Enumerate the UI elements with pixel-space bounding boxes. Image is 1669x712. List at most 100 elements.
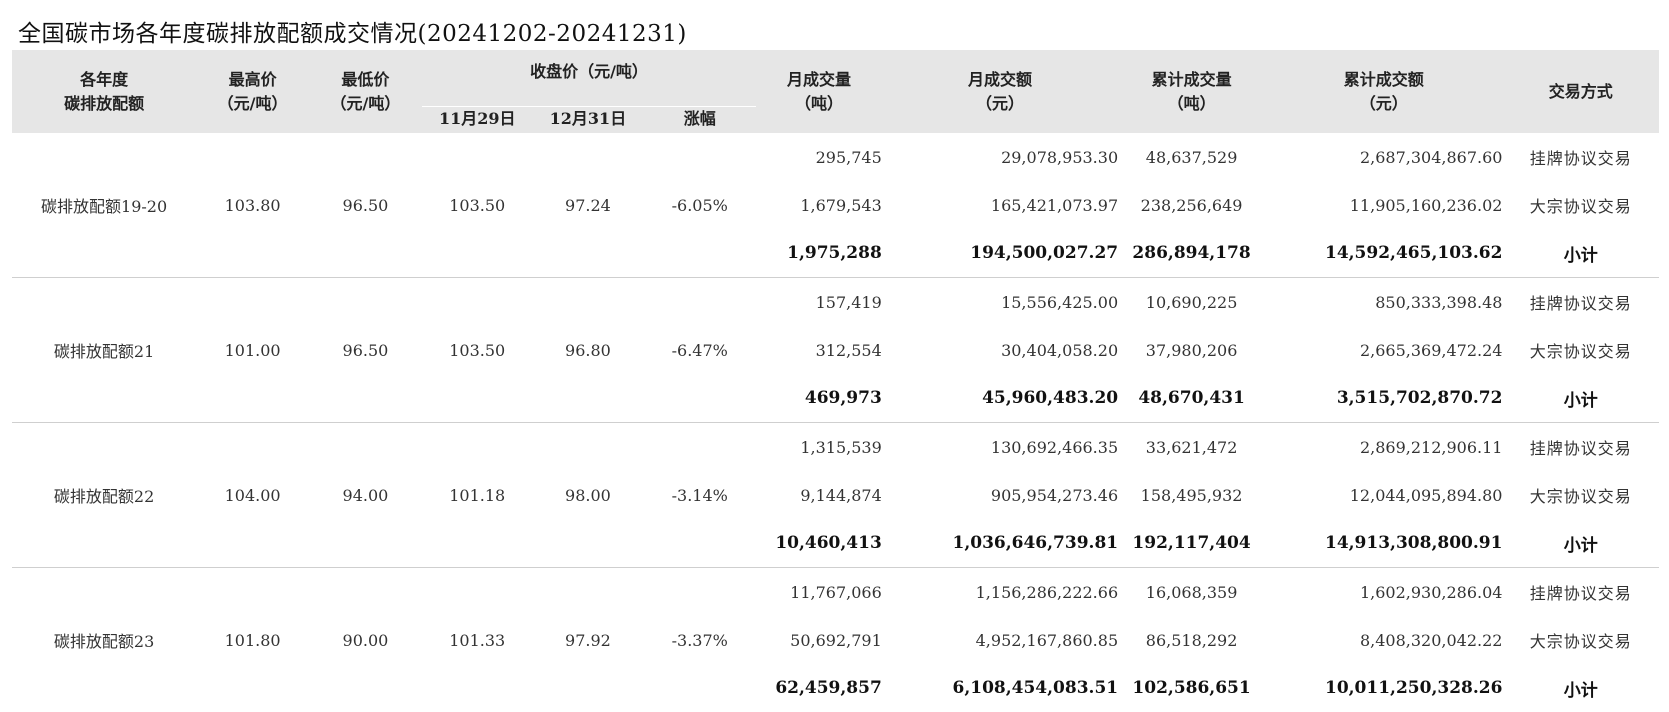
header-trading-method: 交易方式 (1502, 50, 1659, 133)
cumulative-volume: 102,586,651 (1118, 664, 1265, 712)
trading-method: 挂牌协议交易 (1502, 278, 1659, 327)
trading-method: 小计 (1502, 374, 1659, 423)
monthly-amount: 1,036,646,739.81 (882, 519, 1118, 568)
low-price: 90.00 (309, 568, 422, 712)
cumulative-volume: 37,980,206 (1118, 326, 1265, 374)
page-title: 全国碳市场各年度碳排放配额成交情况(20241202-20241231) (18, 14, 687, 48)
trading-method: 大宗协议交易 (1502, 181, 1659, 229)
cumulative-amount: 2,869,212,906.11 (1265, 423, 1502, 472)
table-body: 碳排放配额19-20 103.80 96.50 103.50 97.24 -6.… (12, 133, 1659, 712)
cumulative-volume: 192,117,404 (1118, 519, 1265, 568)
monthly-volume: 295,745 (756, 133, 882, 181)
close-nov29: 103.50 (422, 133, 533, 278)
monthly-amount: 45,960,483.20 (882, 374, 1118, 423)
monthly-amount: 4,952,167,860.85 (882, 616, 1118, 664)
header-low-line1: 最低价 (309, 68, 422, 92)
table-row: 碳排放配额23 101.80 90.00 101.33 97.92 -3.37%… (12, 568, 1659, 617)
price-change: -3.37% (643, 568, 756, 712)
trading-method: 小计 (1502, 664, 1659, 712)
cumulative-amount: 11,905,160,236.02 (1265, 181, 1502, 229)
cumulative-volume: 286,894,178 (1118, 229, 1265, 278)
header-monthly-volume-line1: 月成交量 (756, 68, 882, 92)
monthly-volume: 1,975,288 (756, 229, 882, 278)
monthly-amount: 6,108,454,083.51 (882, 664, 1118, 712)
header-monthly-volume: 月成交量 （吨） (756, 50, 882, 133)
table-row: 碳排放配额21 101.00 96.50 103.50 96.80 -6.47%… (12, 278, 1659, 327)
header-cumulative-volume: 累计成交量 （吨） (1118, 50, 1265, 133)
monthly-volume: 11,767,066 (756, 568, 882, 617)
table-header: 各年度 碳排放配额 最高价 （元/吨） 最低价 （元/吨） 收盘价（元/吨） 月… (12, 50, 1659, 133)
header-low-line2: （元/吨） (309, 92, 422, 116)
low-price: 96.50 (309, 278, 422, 423)
header-vintage-line1: 各年度 (12, 68, 196, 92)
close-dec31: 98.00 (533, 423, 644, 568)
monthly-amount: 15,556,425.00 (882, 278, 1118, 327)
trading-method: 小计 (1502, 229, 1659, 278)
trading-method: 挂牌协议交易 (1502, 568, 1659, 617)
cumulative-volume: 10,690,225 (1118, 278, 1265, 327)
header-cum-volume-line2: （吨） (1118, 92, 1265, 116)
trading-method: 小计 (1502, 519, 1659, 568)
monthly-amount: 1,156,286,222.66 (882, 568, 1118, 617)
monthly-amount: 30,404,058.20 (882, 326, 1118, 374)
vintage-name: 碳排放配额21 (12, 278, 196, 423)
cumulative-amount: 3,515,702,870.72 (1265, 374, 1502, 423)
header-high-line1: 最高价 (196, 68, 309, 92)
cumulative-amount: 14,913,308,800.91 (1265, 519, 1502, 568)
price-change: -3.14% (643, 423, 756, 568)
monthly-amount: 194,500,027.27 (882, 229, 1118, 278)
close-dec31: 97.92 (533, 568, 644, 712)
header-change: 涨幅 (643, 107, 756, 134)
cumulative-volume: 48,670,431 (1118, 374, 1265, 423)
monthly-volume: 1,315,539 (756, 423, 882, 472)
table-row: 碳排放配额19-20 103.80 96.50 103.50 97.24 -6.… (12, 133, 1659, 181)
high-price: 104.00 (196, 423, 309, 568)
header-cum-amount-line2: （元） (1265, 92, 1502, 116)
monthly-amount: 29,078,953.30 (882, 133, 1118, 181)
monthly-volume: 10,460,413 (756, 519, 882, 568)
trading-method: 挂牌协议交易 (1502, 423, 1659, 472)
cumulative-amount: 2,665,369,472.24 (1265, 326, 1502, 374)
monthly-volume: 469,973 (756, 374, 882, 423)
cumulative-amount: 10,011,250,328.26 (1265, 664, 1502, 712)
header-monthly-amount-line2: （元） (882, 92, 1118, 116)
header-low-price: 最低价 （元/吨） (309, 50, 422, 133)
cumulative-volume: 238,256,649 (1118, 181, 1265, 229)
vintage-name: 碳排放配额23 (12, 568, 196, 712)
cumulative-amount: 12,044,095,894.80 (1265, 471, 1502, 519)
header-cumulative-amount: 累计成交额 （元） (1265, 50, 1502, 133)
cumulative-volume: 16,068,359 (1118, 568, 1265, 617)
header-high-price: 最高价 （元/吨） (196, 50, 309, 133)
price-change: -6.47% (643, 278, 756, 423)
carbon-trading-table: 各年度 碳排放配额 最高价 （元/吨） 最低价 （元/吨） 收盘价（元/吨） 月… (12, 50, 1659, 712)
close-dec31: 97.24 (533, 133, 644, 278)
header-monthly-amount: 月成交额 （元） (882, 50, 1118, 133)
close-dec31: 96.80 (533, 278, 644, 423)
high-price: 101.00 (196, 278, 309, 423)
header-close-nov29: 11月29日 (422, 107, 533, 134)
cumulative-amount: 8,408,320,042.22 (1265, 616, 1502, 664)
header-high-line2: （元/吨） (196, 92, 309, 116)
high-price: 103.80 (196, 133, 309, 278)
close-nov29: 101.33 (422, 568, 533, 712)
cumulative-volume: 33,621,472 (1118, 423, 1265, 472)
vintage-name: 碳排放配额22 (12, 423, 196, 568)
header-close-dec31: 12月31日 (533, 107, 644, 134)
monthly-amount: 130,692,466.35 (882, 423, 1118, 472)
high-price: 101.80 (196, 568, 309, 712)
header-vintage: 各年度 碳排放配额 (12, 50, 196, 133)
trading-method: 大宗协议交易 (1502, 471, 1659, 519)
trading-method: 大宗协议交易 (1502, 326, 1659, 374)
trading-method: 大宗协议交易 (1502, 616, 1659, 664)
vintage-name: 碳排放配额19-20 (12, 133, 196, 278)
cumulative-volume: 86,518,292 (1118, 616, 1265, 664)
monthly-volume: 62,459,857 (756, 664, 882, 712)
monthly-volume: 50,692,791 (756, 616, 882, 664)
low-price: 96.50 (309, 133, 422, 278)
close-nov29: 103.50 (422, 278, 533, 423)
cumulative-amount: 1,602,930,286.04 (1265, 568, 1502, 617)
header-monthly-amount-line1: 月成交额 (882, 68, 1118, 92)
table-row: 碳排放配额22 104.00 94.00 101.18 98.00 -3.14%… (12, 423, 1659, 472)
monthly-volume: 9,144,874 (756, 471, 882, 519)
header-cum-volume-line1: 累计成交量 (1118, 68, 1265, 92)
